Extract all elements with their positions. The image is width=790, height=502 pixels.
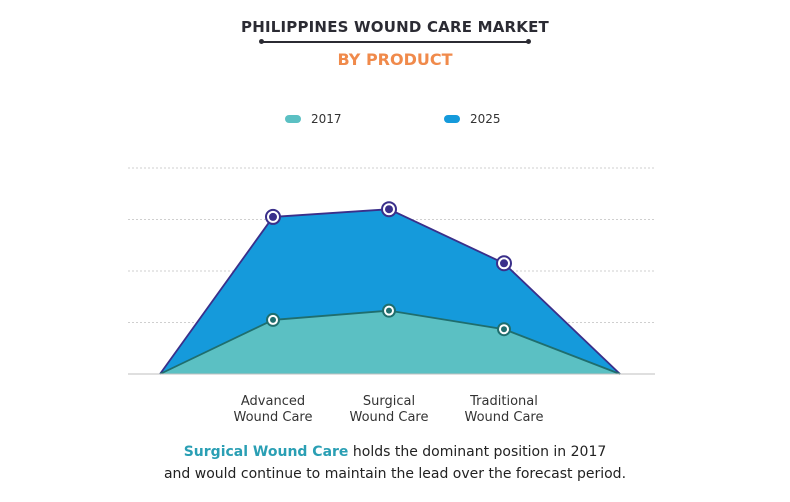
legend-label-2017: 2017	[311, 112, 342, 126]
chart-subtitle: BY PRODUCT	[337, 50, 453, 69]
point-2025-1	[269, 212, 277, 221]
category-label-2: Surgical Wound Care	[349, 394, 429, 425]
legend-swatch-2017	[285, 115, 301, 123]
caption-line-1-rest: holds the dominant position in 2017	[348, 444, 607, 460]
title-underline	[262, 41, 528, 43]
category-label-3: Traditional Wound Care	[464, 394, 544, 425]
point-2017-1	[270, 316, 276, 323]
caption-line-1: Surgical Wound Care holds the dominant p…	[0, 444, 790, 460]
caption-highlight: Surgical Wound Care	[183, 444, 349, 460]
point-2017-3	[501, 326, 507, 333]
point-2017-2	[386, 307, 392, 314]
chart-title: PHILIPPINES WOUND CARE MARKET	[241, 18, 549, 36]
title-underline-left-dot	[259, 39, 264, 44]
category-label-1: Advanced Wound Care	[233, 394, 313, 425]
legend-swatch-2025	[444, 115, 460, 123]
point-2025-2	[385, 205, 393, 214]
legend-item-2025: 2025	[444, 111, 501, 127]
point-2025-3	[500, 259, 508, 268]
legend-item-2017: 2017	[285, 111, 342, 127]
title-underline-right-dot	[526, 39, 531, 44]
legend-label-2025: 2025	[470, 112, 501, 126]
caption-line-2: and would continue to maintain the lead …	[163, 466, 627, 482]
